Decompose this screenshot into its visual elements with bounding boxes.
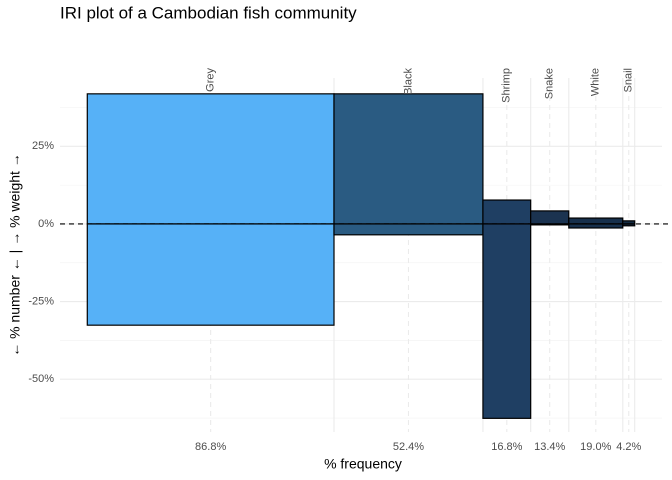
x-tick-label: 52.4% [393, 441, 424, 453]
x-tick-label: 13.4% [534, 441, 565, 453]
weight-bar [530, 210, 570, 225]
category-label: White [590, 68, 602, 96]
category-label: Grey [205, 68, 217, 92]
category-label: Shrimp [501, 68, 513, 103]
y-tick-label: -25% [28, 295, 54, 307]
y-tick-label: -50% [28, 373, 54, 385]
number-bar [482, 223, 532, 419]
number-bar [568, 223, 624, 229]
weight-bar [482, 199, 532, 225]
y-axis-title: ← % number ← | → % weight → [7, 153, 23, 357]
y-tick-label: 0% [38, 218, 54, 230]
category-label: Black [402, 68, 414, 95]
number-bar [86, 223, 335, 326]
y-tick-label: 25% [32, 140, 54, 152]
x-tick-label: 4.2% [616, 441, 641, 453]
weight-bar [333, 93, 484, 225]
chart-title: IRI plot of a Cambodian fish community [60, 3, 357, 22]
number-bar [333, 223, 484, 236]
weight-bar [86, 93, 335, 225]
x-axis-title: % frequency [324, 456, 402, 472]
x-tick-label: 19.0% [580, 441, 611, 453]
category-label: Snail [623, 68, 635, 92]
x-tick-label: 16.8% [491, 441, 522, 453]
weight-bar [568, 217, 624, 225]
x-tick-label: 86.8% [195, 441, 226, 453]
category-label: Snake [544, 68, 556, 99]
